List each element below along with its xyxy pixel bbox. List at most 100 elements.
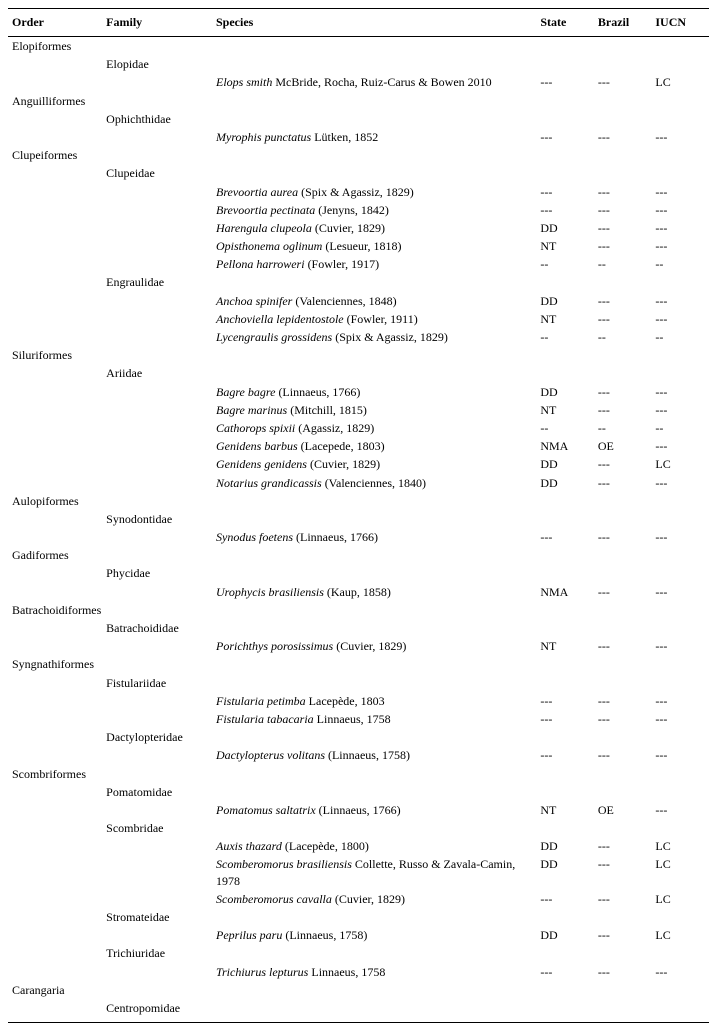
table-row: Phycidae (8, 564, 709, 582)
table-row: Centropomidae (8, 999, 709, 1023)
cell-order: Syngnathiformes (8, 655, 102, 673)
cell-order (8, 328, 102, 346)
cell-state (536, 510, 594, 528)
table-row: Ophichthidae (8, 110, 709, 128)
cell-brazil: --- (594, 710, 652, 728)
cell-order (8, 746, 102, 764)
cell-species (212, 655, 536, 673)
table-row: Synodus foetens (Linnaeus, 1766)--------… (8, 528, 709, 546)
cell-family: Ariidae (102, 364, 212, 382)
cell-state: -- (536, 419, 594, 437)
cell-state: DD (536, 383, 594, 401)
species-authority: (Linnaeus, 1758) (325, 748, 410, 762)
cell-brazil: --- (594, 237, 652, 255)
species-name: Lycengraulis grossidens (216, 330, 332, 344)
cell-state (536, 37, 594, 56)
species-authority: (Kaup, 1858) (324, 585, 391, 599)
cell-iucn: -- (651, 255, 709, 273)
species-authority: (Valenciennes, 1840) (322, 476, 426, 490)
cell-family (102, 963, 212, 981)
cell-iucn (651, 728, 709, 746)
species-name: Cathorops spixii (216, 421, 295, 435)
species-authority: (Lacepède, 1800) (282, 839, 369, 853)
cell-order (8, 383, 102, 401)
cell-iucn: --- (651, 437, 709, 455)
cell-family (102, 237, 212, 255)
cell-species (212, 819, 536, 837)
cell-iucn (651, 273, 709, 291)
species-name: Myrophis punctatus (216, 130, 311, 144)
cell-brazil: --- (594, 183, 652, 201)
cell-species: Myrophis punctatus Lütken, 1852 (212, 128, 536, 146)
species-name: Brevoortia aurea (216, 185, 298, 199)
table-row: Siluriformes (8, 346, 709, 364)
cell-brazil (594, 55, 652, 73)
cell-order (8, 73, 102, 91)
table-row: Syngnathiformes (8, 655, 709, 673)
cell-order (8, 783, 102, 801)
cell-species (212, 908, 536, 926)
cell-order (8, 255, 102, 273)
cell-brazil (594, 619, 652, 637)
species-name: Porichthys porosissimus (216, 639, 333, 653)
cell-order (8, 364, 102, 382)
cell-iucn: -- (651, 419, 709, 437)
species-authority: (Valenciennes, 1848) (292, 294, 396, 308)
cell-order (8, 401, 102, 419)
cell-family (102, 328, 212, 346)
cell-iucn: --- (651, 310, 709, 328)
table-row: Genidens genidens (Cuvier, 1829)DD---LC (8, 455, 709, 473)
cell-family (102, 310, 212, 328)
cell-brazil: --- (594, 73, 652, 91)
species-authority: (Linnaeus, 1758) (282, 928, 367, 942)
species-name: Genidens genidens (216, 457, 307, 471)
cell-order (8, 528, 102, 546)
cell-family (102, 637, 212, 655)
cell-species: Brevoortia aurea (Spix & Agassiz, 1829) (212, 183, 536, 201)
cell-state (536, 92, 594, 110)
cell-state (536, 783, 594, 801)
cell-family (102, 346, 212, 364)
cell-iucn (651, 55, 709, 73)
cell-species: Urophycis brasiliensis (Kaup, 1858) (212, 583, 536, 601)
cell-family: Scombridae (102, 819, 212, 837)
cell-species: Genidens genidens (Cuvier, 1829) (212, 455, 536, 473)
species-name: Auxis thazard (216, 839, 282, 853)
cell-family (102, 692, 212, 710)
table-row: Scomberomorus cavalla (Cuvier, 1829)----… (8, 890, 709, 908)
table-row: Myrophis punctatus Lütken, 1852--------- (8, 128, 709, 146)
cell-order (8, 837, 102, 855)
cell-iucn: --- (651, 201, 709, 219)
table-row: Harengula clupeola (Cuvier, 1829)DD-----… (8, 219, 709, 237)
species-authority: Linnaeus, 1758 (314, 712, 391, 726)
cell-state (536, 728, 594, 746)
cell-iucn: LC (651, 855, 709, 889)
cell-family (102, 801, 212, 819)
cell-species (212, 146, 536, 164)
cell-iucn: --- (651, 710, 709, 728)
cell-brazil: --- (594, 219, 652, 237)
cell-species (212, 492, 536, 510)
cell-order (8, 510, 102, 528)
cell-order (8, 890, 102, 908)
cell-state: DD (536, 219, 594, 237)
cell-order (8, 583, 102, 601)
cell-state: NMA (536, 583, 594, 601)
cell-family: Engraulidae (102, 273, 212, 291)
cell-iucn (651, 655, 709, 673)
species-name: Pomatomus saltatrix (216, 803, 316, 817)
species-name: Anchoviella lepidentostole (216, 312, 344, 326)
species-name: Trichiurus lepturus (216, 965, 308, 979)
table-row: Porichthys porosissimus (Cuvier, 1829)NT… (8, 637, 709, 655)
cell-species (212, 164, 536, 182)
cell-family (102, 583, 212, 601)
cell-iucn (651, 619, 709, 637)
cell-species (212, 546, 536, 564)
cell-family (102, 981, 212, 999)
cell-iucn (651, 674, 709, 692)
cell-species: Pellona harroweri (Fowler, 1917) (212, 255, 536, 273)
cell-brazil: -- (594, 328, 652, 346)
cell-family: Batrachoididae (102, 619, 212, 637)
cell-order: Anguilliformes (8, 92, 102, 110)
cell-iucn (651, 601, 709, 619)
